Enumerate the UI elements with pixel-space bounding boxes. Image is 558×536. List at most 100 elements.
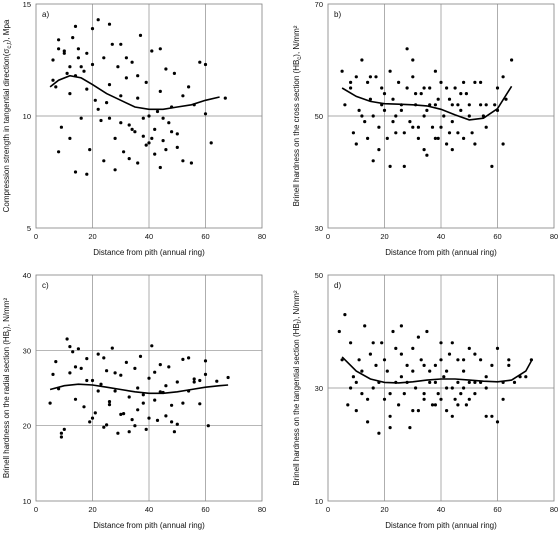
data-point: [411, 125, 415, 129]
data-point: [203, 112, 208, 116]
data-point: [340, 69, 344, 73]
data-point: [122, 412, 126, 416]
panel-c: 0 20 40 60 80 10 20 30 40 c) Distance from pith (a…: [2, 271, 266, 530]
data-point: [388, 164, 392, 168]
data-point: [377, 125, 381, 129]
data-point: [490, 414, 494, 418]
data-point: [192, 380, 196, 384]
data-point: [105, 423, 109, 427]
x-axis-title: Distance from pith (annual ring): [93, 248, 205, 257]
data-point: [90, 62, 95, 67]
data-point: [408, 426, 412, 430]
data-point: [351, 131, 355, 135]
x-tick-label: 80: [258, 232, 266, 241]
data-point: [354, 380, 358, 384]
data-point: [136, 96, 140, 100]
data-point: [158, 165, 162, 170]
data-point: [59, 125, 64, 129]
data-point: [391, 120, 395, 124]
data-point: [144, 80, 148, 84]
data-point: [215, 379, 219, 383]
data-point: [479, 103, 483, 107]
data-point: [433, 403, 437, 407]
data-point: [133, 424, 137, 428]
data-point: [479, 80, 483, 84]
data-point: [416, 125, 420, 129]
y-tick-label: 40: [23, 271, 31, 280]
x-tick-label: 40: [437, 232, 445, 241]
data-point: [447, 97, 452, 101]
x-axis-title: Distance from pith (annual ring): [385, 248, 497, 257]
data-point: [399, 375, 403, 379]
data-point: [141, 116, 145, 120]
data-point: [76, 347, 80, 351]
data-point: [456, 380, 460, 384]
data-point: [113, 389, 117, 393]
data-point: [107, 116, 112, 120]
data-point: [501, 397, 505, 401]
data-point: [172, 71, 176, 75]
data-point: [99, 118, 103, 123]
data-point: [507, 358, 511, 362]
data-point: [209, 141, 213, 145]
y-tick-label: 15: [23, 0, 31, 9]
data-point: [473, 142, 477, 146]
data-point: [153, 370, 157, 374]
panel-a: 0 20 40 60 80 5 10 15 a) Distance from pith (annu…: [2, 0, 266, 257]
data-point: [127, 157, 131, 161]
data-point: [411, 58, 415, 62]
y-axis-title: Brinell hardness on the cross section (H…: [292, 25, 303, 206]
data-point: [65, 337, 69, 341]
x-tick-label: 0: [34, 232, 38, 241]
data-point: [141, 401, 145, 405]
data-point: [388, 69, 392, 73]
data-point: [85, 357, 89, 361]
y-axis-title: Brinell hardness on the radial section (…: [2, 298, 13, 479]
x-tick-label: 40: [437, 505, 445, 514]
data-point: [419, 358, 423, 362]
x-axis-title: Distance from pith (annual ring): [385, 521, 497, 530]
data-point: [436, 97, 440, 101]
data-point: [79, 366, 83, 370]
data-point: [462, 369, 466, 373]
data-point: [366, 136, 370, 140]
data-point: [467, 346, 471, 350]
data-point: [433, 136, 437, 140]
data-point: [450, 103, 454, 107]
data-point: [85, 87, 89, 91]
data-point: [198, 402, 202, 406]
data-point: [422, 363, 426, 367]
data-point: [136, 161, 140, 165]
data-point: [88, 420, 92, 424]
data-point: [141, 393, 145, 397]
data-point: [59, 431, 64, 435]
data-point: [153, 127, 157, 131]
data-point: [79, 116, 83, 120]
data-point: [150, 136, 154, 140]
x-tick-label: 0: [326, 505, 330, 514]
data-point: [85, 51, 89, 55]
data-point: [377, 431, 381, 435]
data-point: [119, 121, 123, 125]
data-point: [164, 414, 168, 418]
data-point: [68, 136, 72, 140]
data-point: [402, 164, 406, 168]
data-point: [167, 121, 171, 125]
data-point: [73, 170, 78, 174]
data-point: [433, 103, 437, 107]
data-point: [411, 75, 415, 79]
y-tick-label: 10: [315, 497, 323, 506]
y-tick-label: 10: [23, 497, 31, 506]
data-point: [428, 369, 432, 373]
data-point: [153, 398, 157, 402]
data-point: [65, 71, 69, 75]
data-point: [368, 97, 372, 101]
data-point: [349, 341, 353, 345]
data-point: [445, 386, 449, 390]
data-point: [349, 386, 353, 390]
data-point: [405, 86, 409, 90]
data-point: [495, 346, 500, 350]
data-point: [416, 409, 420, 413]
data-point: [175, 132, 179, 136]
data-point: [450, 386, 454, 390]
